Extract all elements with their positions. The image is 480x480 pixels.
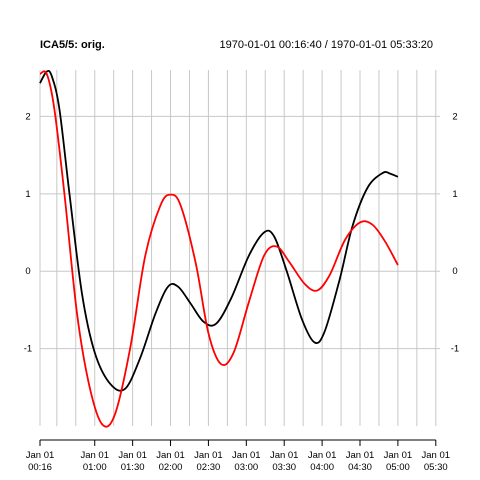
y-tick-label-right: -1: [451, 344, 459, 355]
y-tick-label-left: -1: [24, 344, 32, 355]
y-tick-label-left: 0: [25, 266, 30, 277]
x-tick-label-time: 01:00: [83, 462, 107, 473]
x-tick-label-time: 02:30: [197, 462, 221, 473]
series-layer: [39, 69, 399, 428]
x-tick-label-date: Jan 01: [194, 450, 223, 461]
x-tick-label-date: Jan 01: [156, 450, 185, 461]
chart-title: ICA5/5: orig.: [40, 39, 105, 51]
x-tick-label-time: 03:30: [272, 462, 296, 473]
x-tick-label-time: 02:00: [159, 462, 183, 473]
chart-subtitle: 1970-01-01 00:16:40 / 1970-01-01 05:33:2…: [220, 39, 433, 51]
series-line-2: [39, 70, 399, 428]
x-tick-label-time: 05:00: [386, 462, 410, 473]
x-tick-label-date: Jan 01: [346, 450, 375, 461]
x-tick-label-date: Jan 01: [384, 450, 413, 461]
x-tick-label-date: Jan 01: [232, 450, 261, 461]
x-tick-label-time: 00:16: [28, 462, 52, 473]
y-tick-label-right: 2: [452, 111, 457, 122]
x-tick-label-date: Jan 01: [270, 450, 299, 461]
x-tick-label-date: Jan 01: [80, 450, 109, 461]
x-tick-label-time: 01:30: [121, 462, 145, 473]
x-tick-label-time: 03:00: [234, 462, 258, 473]
series-line-1: [39, 69, 399, 392]
grid: [39, 70, 440, 426]
y-tick-label-right: 1: [452, 189, 457, 200]
y-tick-label-left: 2: [25, 111, 30, 122]
x-tick-label-time: 04:30: [348, 462, 372, 473]
x-tick-label-date: Jan 01: [118, 450, 147, 461]
x-tick-label-time: 04:00: [310, 462, 334, 473]
y-tick-label-right: 0: [452, 266, 457, 277]
x-tick-label-time: 05:30: [424, 462, 448, 473]
x-tick-label-date: Jan 01: [422, 450, 451, 461]
y-tick-label-left: 1: [25, 189, 30, 200]
x-tick-label-date: Jan 01: [26, 450, 55, 461]
x-tick-label-date: Jan 01: [308, 450, 337, 461]
